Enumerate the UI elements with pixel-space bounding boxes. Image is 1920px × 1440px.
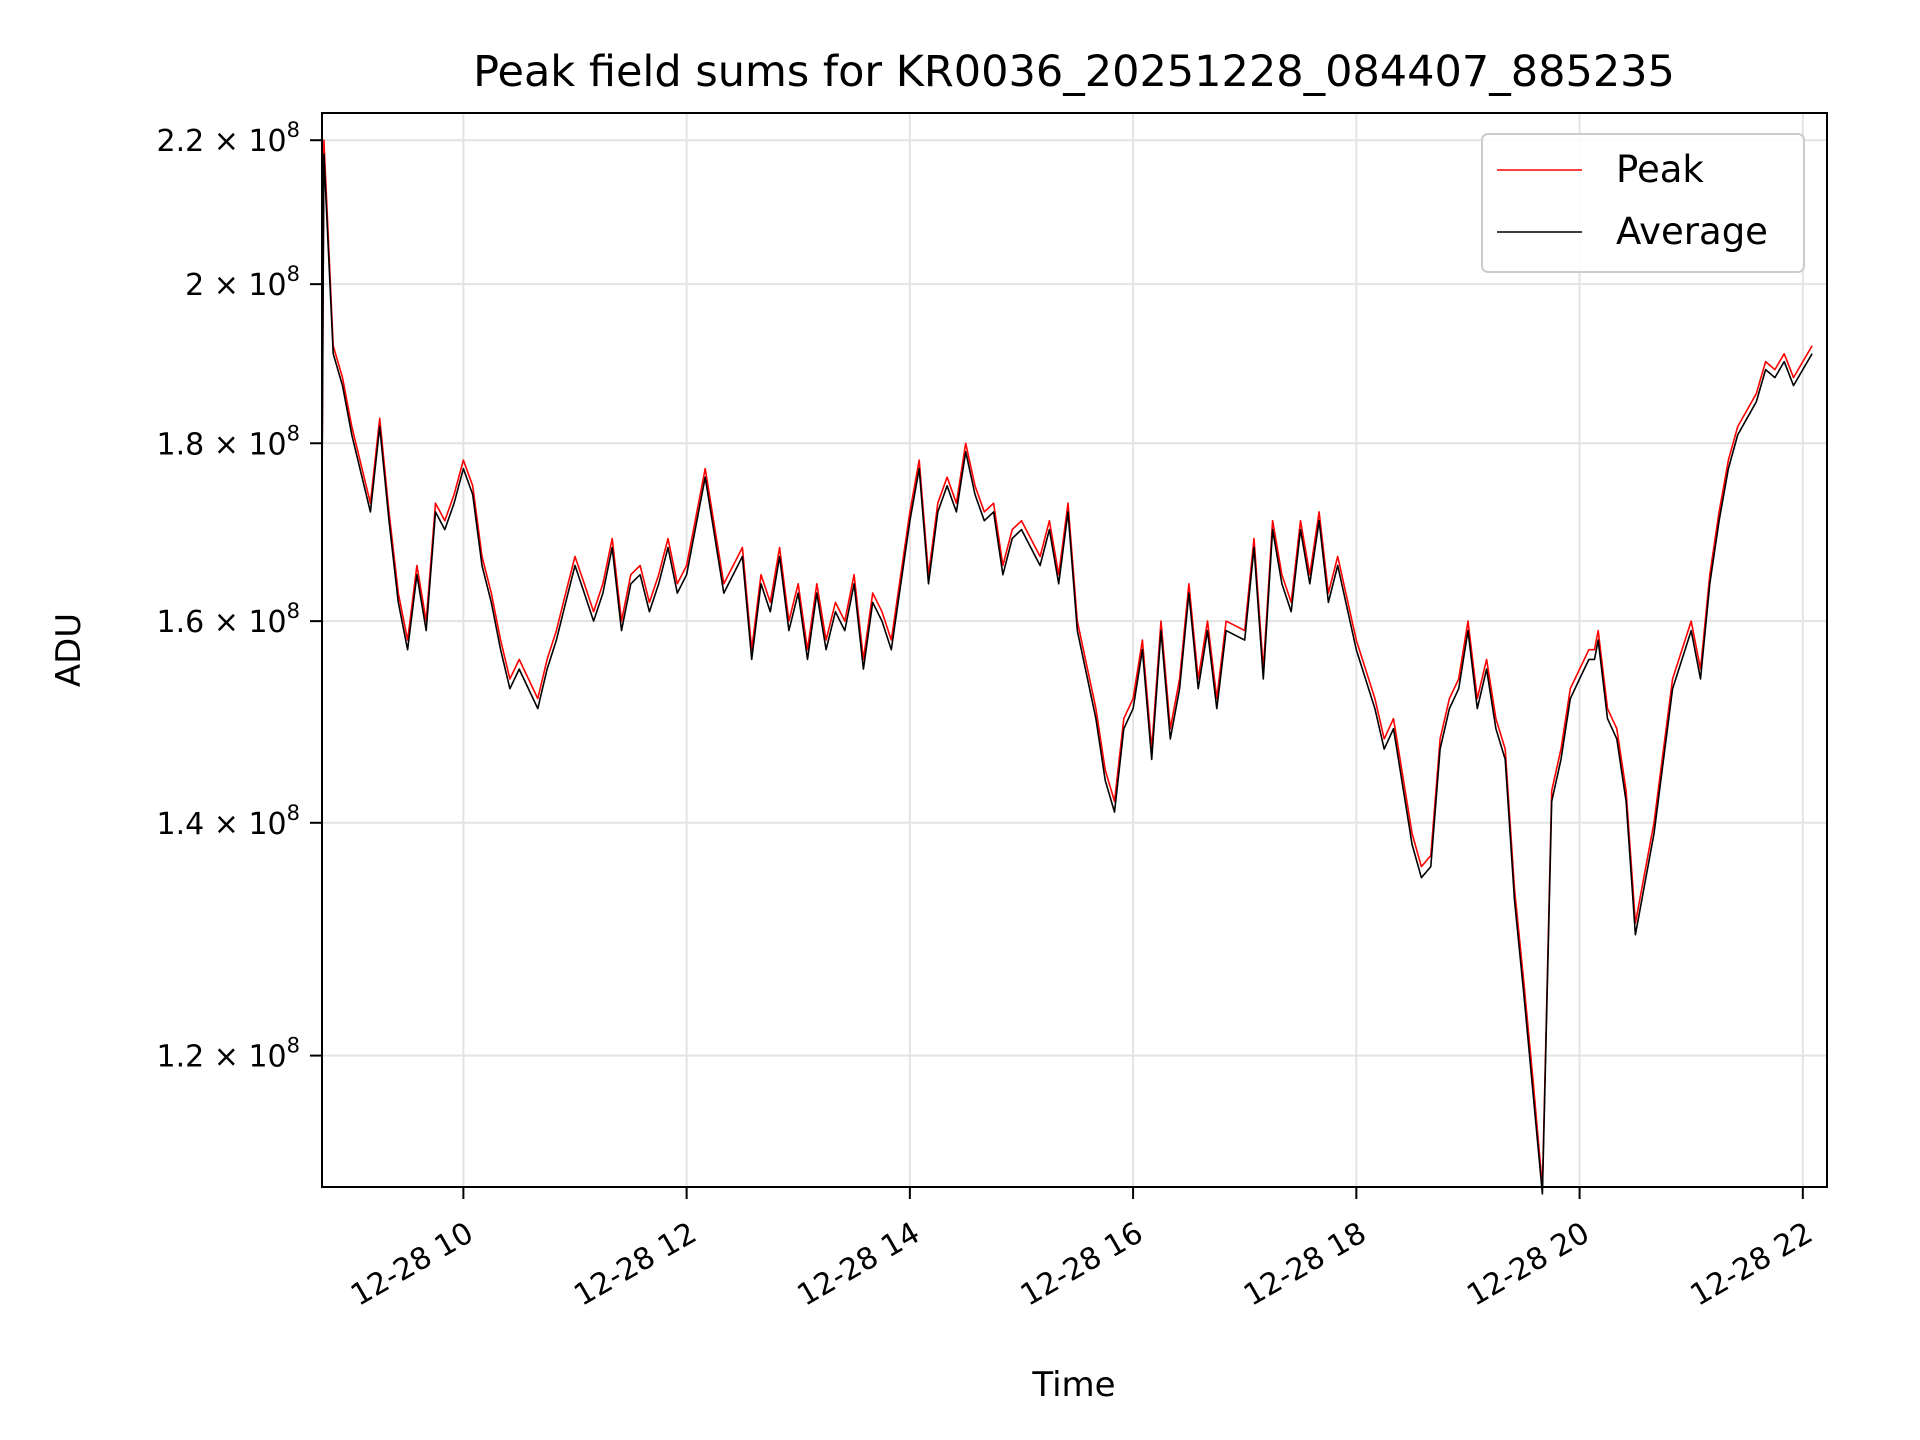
y-axis-title: ADU: [49, 613, 89, 687]
plot-frame: [321, 112, 1828, 1188]
y-tick-label: 2 × 108: [185, 262, 300, 303]
series-line-peak: [321, 139, 1813, 1188]
chart-title: Peak field sums for KR0036_20251228_0844…: [473, 47, 1675, 97]
legend-box: [1481, 133, 1805, 273]
legend-label-average: Average: [1616, 210, 1768, 253]
y-tick-label: 1.8 × 108: [157, 421, 300, 462]
legend: Peak Average: [1481, 133, 1805, 273]
y-tick-label: 1.2 × 108: [157, 1034, 300, 1075]
series-lines: [321, 139, 1813, 1195]
grid-lines: [322, 113, 1827, 1187]
y-tick-label: 1.6 × 108: [157, 599, 300, 640]
y-tick-label: 1.4 × 108: [157, 801, 300, 842]
series-line-average: [321, 153, 1813, 1195]
y-axis-ticks: 1.2 × 108 1.4 × 108 1.6 × 108 1.8 × 108 2 × …: [157, 118, 322, 1075]
x-axis-title: Time: [1031, 1365, 1115, 1405]
y-tick-label: 2.2 × 108: [157, 118, 300, 159]
legend-label-peak: Peak: [1616, 148, 1704, 191]
